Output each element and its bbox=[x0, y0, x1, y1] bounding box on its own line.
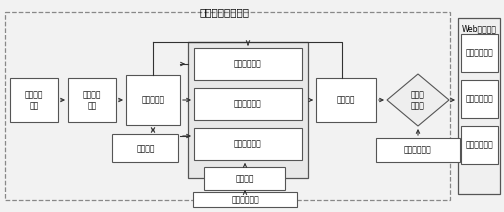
FancyBboxPatch shape bbox=[205, 167, 285, 191]
Text: 告警检测结果: 告警检测结果 bbox=[466, 49, 493, 57]
Text: 存储单元: 存储单元 bbox=[136, 144, 155, 153]
Bar bbox=[316, 78, 376, 122]
Text: 状态评价结果: 状态评价结果 bbox=[466, 95, 493, 103]
Bar bbox=[461, 80, 498, 118]
Bar bbox=[68, 78, 116, 122]
Text: 导则配置界面: 导则配置界面 bbox=[231, 195, 259, 204]
Text: 控制单元: 控制单元 bbox=[337, 95, 355, 105]
Bar bbox=[458, 18, 500, 194]
Bar bbox=[193, 192, 297, 207]
Bar bbox=[194, 48, 302, 80]
Text: 继电保护
装置: 继电保护 装置 bbox=[25, 90, 43, 110]
Text: 通用算
法模块: 通用算 法模块 bbox=[411, 90, 425, 110]
Bar bbox=[10, 78, 58, 122]
Text: Web页面展示: Web页面展示 bbox=[462, 24, 496, 33]
Text: 状态检修评价装置: 状态检修评价装置 bbox=[200, 7, 250, 17]
FancyBboxPatch shape bbox=[112, 134, 178, 163]
Bar bbox=[461, 34, 498, 72]
Text: 检修决策单元: 检修决策单元 bbox=[234, 139, 262, 148]
Text: 导则单元: 导则单元 bbox=[236, 174, 254, 184]
Bar bbox=[188, 42, 308, 178]
Text: 状态评价单元: 状态评价单元 bbox=[234, 99, 262, 109]
Text: 数据采集
单元: 数据采集 单元 bbox=[83, 90, 101, 110]
Bar bbox=[194, 128, 302, 160]
Bar bbox=[5, 12, 450, 200]
Text: 算法配置界面: 算法配置界面 bbox=[404, 145, 432, 155]
Bar bbox=[461, 126, 498, 164]
Bar bbox=[194, 88, 302, 120]
Text: 数据适配器: 数据适配器 bbox=[142, 95, 165, 105]
Bar bbox=[126, 75, 180, 125]
Bar bbox=[376, 138, 460, 162]
Polygon shape bbox=[387, 74, 449, 126]
Text: 告警检测单元: 告警检测单元 bbox=[234, 60, 262, 68]
Text: 检修决策分析: 检修决策分析 bbox=[466, 141, 493, 149]
